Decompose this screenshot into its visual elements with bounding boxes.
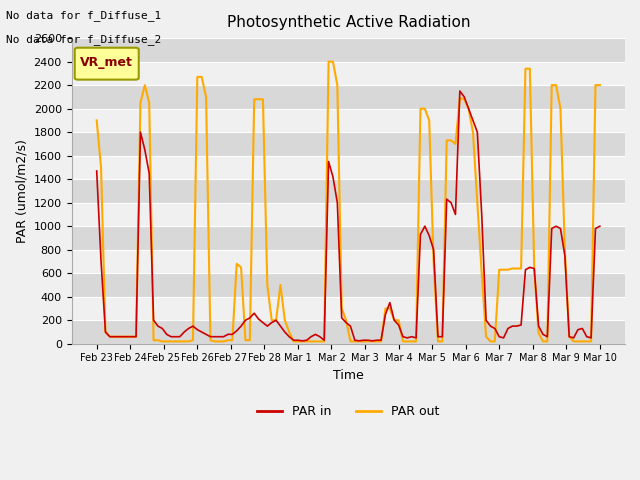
Bar bbox=[72, 320, 625, 344]
Bar bbox=[72, 156, 625, 179]
PAR in bbox=[298, 338, 306, 344]
Line: PAR in: PAR in bbox=[97, 91, 600, 341]
PAR out bbox=[509, 265, 516, 271]
PAR in bbox=[403, 335, 411, 341]
Bar bbox=[72, 179, 625, 203]
Bar bbox=[72, 85, 625, 108]
Bar bbox=[72, 226, 625, 250]
PAR out bbox=[268, 317, 276, 323]
PAR in bbox=[434, 334, 442, 339]
PAR in bbox=[264, 323, 271, 329]
Legend: PAR in, PAR out: PAR in, PAR out bbox=[252, 400, 445, 423]
PAR in bbox=[522, 267, 529, 273]
PAR in bbox=[565, 334, 573, 339]
Bar bbox=[72, 61, 625, 85]
PAR out bbox=[596, 82, 604, 88]
PAR in bbox=[93, 168, 100, 174]
Bar bbox=[72, 273, 625, 297]
PAR in bbox=[456, 88, 463, 94]
Bar bbox=[72, 250, 625, 273]
PAR out bbox=[159, 338, 166, 344]
X-axis label: Time: Time bbox=[333, 369, 364, 382]
Line: PAR out: PAR out bbox=[97, 61, 600, 341]
PAR out bbox=[408, 338, 415, 344]
Text: No data for f_Diffuse_1: No data for f_Diffuse_1 bbox=[6, 10, 162, 21]
Bar bbox=[72, 108, 625, 132]
Bar bbox=[72, 203, 625, 226]
Text: VR_met: VR_met bbox=[80, 56, 133, 69]
PAR out bbox=[522, 66, 529, 72]
Text: No data for f_Diffuse_2: No data for f_Diffuse_2 bbox=[6, 34, 162, 45]
PAR out bbox=[565, 334, 573, 339]
Title: Photosynthetic Active Radiation: Photosynthetic Active Radiation bbox=[227, 15, 470, 30]
Y-axis label: PAR (umol/m2/s): PAR (umol/m2/s) bbox=[15, 139, 28, 243]
Bar bbox=[72, 132, 625, 156]
PAR out bbox=[324, 59, 332, 64]
Bar bbox=[72, 38, 625, 61]
PAR in bbox=[596, 223, 604, 229]
PAR out bbox=[93, 118, 100, 123]
FancyBboxPatch shape bbox=[75, 48, 139, 80]
Bar bbox=[72, 297, 625, 320]
PAR in bbox=[509, 323, 516, 329]
PAR out bbox=[438, 338, 446, 344]
